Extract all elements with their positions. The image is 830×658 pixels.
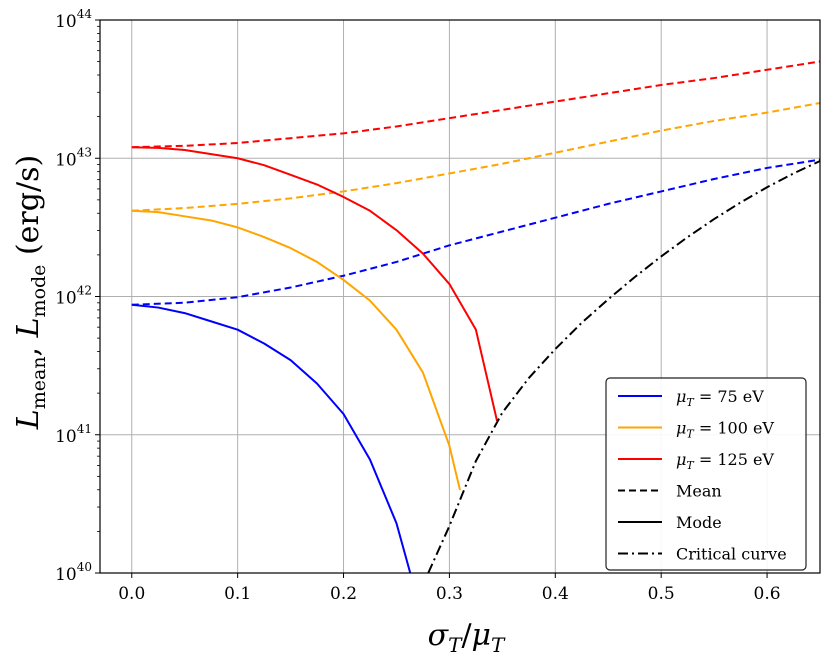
legend-label: Mode: [676, 513, 722, 532]
series-line-mean: [131, 158, 820, 306]
legend-label: Critical curve: [676, 545, 787, 564]
x-tick-label: 0.1: [224, 584, 251, 604]
series-line-mode: [131, 146, 499, 422]
x-tick-label: 0.5: [648, 584, 675, 604]
series-line-mode: [131, 303, 412, 573]
series-line-mean: [131, 101, 820, 212]
legend-label: Mean: [676, 482, 722, 501]
x-axis-label: σT/μT: [428, 618, 506, 657]
x-tick-label: 0.6: [754, 584, 781, 604]
x-tick-label: 0.0: [118, 584, 145, 604]
legend-box: [605, 377, 807, 571]
x-tick-label: 0.2: [330, 584, 357, 604]
y-tick-label: 1041: [55, 422, 92, 447]
series-line-mean: [131, 60, 820, 149]
y-tick-label: 1043: [55, 145, 92, 170]
x-tick-label: 0.3: [436, 584, 463, 604]
legend-label: μT = 100 eV: [676, 419, 774, 441]
legend-label: μT = 75 eV: [676, 387, 764, 409]
y-axis-label: Lmean, Lmode (erg/s): [11, 155, 50, 430]
series-line-mode: [131, 209, 461, 491]
y-ticks: 1040 1041 1042 1043 1044: [55, 7, 100, 585]
series-line-critical: [427, 160, 820, 573]
y-tick-label: 1042: [55, 284, 92, 309]
y-tick-label: 1040: [55, 560, 92, 585]
x-tick-label: 0.4: [542, 584, 569, 604]
legend-label: μT = 125 eV: [676, 450, 774, 472]
y-tick-label: 1044: [55, 7, 92, 32]
x-ticks: 0.0 0.1 0.2 0.3 0.4 0.5 0.6: [118, 573, 781, 604]
series-layer: [131, 60, 820, 573]
legend: μT = 75 eV μT = 100 eV μT = 125 eV Mean Mode…: [605, 377, 807, 571]
